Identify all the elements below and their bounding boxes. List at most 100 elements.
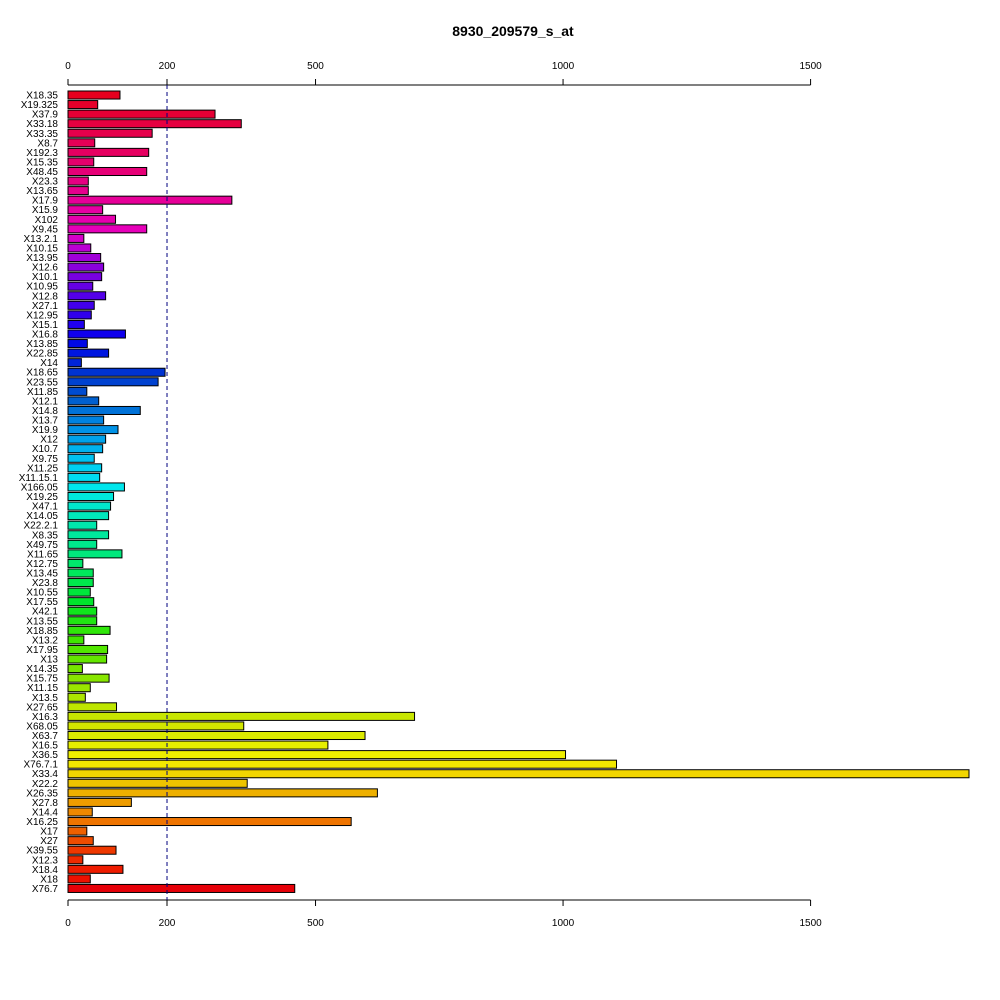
bar [67, 644, 109, 654]
x-tick-label-bottom: 1000 [552, 918, 575, 929]
category-label: X10.55 [26, 588, 58, 599]
bar [67, 769, 970, 779]
bar [67, 817, 352, 827]
category-label: X15.9 [32, 205, 59, 216]
category-label: X102 [35, 215, 59, 226]
bar [67, 243, 92, 253]
bar [67, 539, 98, 549]
category-label: X12 [40, 435, 58, 446]
category-label: X63.7 [32, 731, 59, 742]
category-label: X76.7 [32, 884, 59, 895]
bar [67, 664, 83, 674]
category-label: X37.9 [32, 110, 59, 121]
bar [67, 396, 100, 406]
bar [67, 205, 104, 215]
category-label: X39.55 [26, 846, 58, 857]
bar [67, 253, 102, 263]
category-label: X17.55 [26, 597, 58, 608]
bar [67, 386, 88, 396]
bar [67, 109, 216, 119]
category-label: X13.95 [26, 253, 58, 264]
bar [67, 472, 101, 482]
x-tick-label-bottom: 500 [307, 918, 324, 929]
category-label: X12.6 [32, 263, 59, 274]
bars-group [67, 90, 970, 893]
category-label: X10.1 [32, 272, 59, 283]
bar [67, 100, 99, 110]
bar [67, 635, 85, 645]
category-label: X11.15.1 [19, 473, 59, 484]
bar [67, 520, 98, 530]
bar [67, 157, 95, 167]
category-label: X11.65 [27, 549, 58, 560]
category-label: X16.8 [32, 330, 59, 341]
category-label: X19.9 [32, 425, 59, 436]
bar [67, 329, 126, 339]
category-label: X19.25 [26, 492, 58, 503]
category-label: X17.95 [26, 645, 58, 656]
bar [67, 119, 242, 129]
category-label: X22.85 [26, 349, 58, 360]
bar [67, 300, 95, 310]
bar [67, 214, 117, 224]
bar [67, 654, 108, 664]
bar [67, 788, 378, 798]
category-label: X11.25 [27, 463, 58, 474]
bar [67, 836, 94, 846]
bar [67, 530, 110, 540]
bar [67, 147, 150, 157]
category-label: X33.4 [32, 769, 59, 780]
bar [67, 358, 82, 368]
category-label: X18.65 [26, 368, 58, 379]
bar [67, 578, 94, 588]
bar [67, 558, 84, 568]
category-label: X18.35 [26, 91, 58, 102]
category-label: X33.35 [26, 129, 58, 140]
bar [67, 425, 119, 435]
category-label: X12.3 [32, 855, 59, 866]
bar [67, 692, 86, 702]
category-label: X14.4 [32, 807, 59, 818]
category-label: X22.2.1 [24, 521, 59, 532]
category-label: X9.75 [32, 454, 59, 465]
category-label: X13.2.1 [24, 234, 59, 245]
bar [67, 702, 118, 712]
bar [67, 683, 91, 693]
bar [67, 778, 248, 788]
category-label: X26.35 [26, 788, 58, 799]
x-tick-label-bottom: 200 [159, 918, 176, 929]
category-label: X68.05 [26, 721, 58, 732]
bar [67, 166, 148, 177]
bar [67, 453, 95, 463]
category-label: X13 [40, 655, 58, 666]
category-label: X23.55 [26, 377, 58, 388]
bar [67, 339, 88, 349]
bar [67, 883, 296, 893]
bar [67, 864, 124, 874]
category-label: X48.45 [26, 167, 58, 178]
category-label: X13.2 [32, 635, 59, 646]
category-label: X10.95 [26, 282, 58, 293]
category-label: X14 [40, 358, 58, 369]
category-label: X166.05 [21, 482, 59, 493]
category-label: X11.15 [27, 683, 58, 694]
category-label: X16.5 [32, 741, 59, 752]
category-label: X19.325 [21, 100, 59, 111]
bar [67, 233, 85, 243]
bar [67, 434, 107, 444]
category-label: X13.5 [32, 693, 59, 704]
bar [67, 195, 233, 205]
bar [67, 186, 89, 196]
bar [67, 826, 88, 836]
category-label: X10.7 [32, 444, 59, 455]
bar [67, 855, 84, 865]
category-label: X47.1 [32, 502, 59, 513]
category-label: X22.2 [32, 779, 59, 790]
category-label: X11.85 [27, 387, 58, 398]
bar [67, 711, 416, 721]
bar [67, 415, 105, 425]
bar [67, 568, 94, 578]
bar [67, 730, 366, 741]
category-label: X12.8 [32, 291, 59, 302]
category-label: X16.3 [32, 712, 59, 723]
